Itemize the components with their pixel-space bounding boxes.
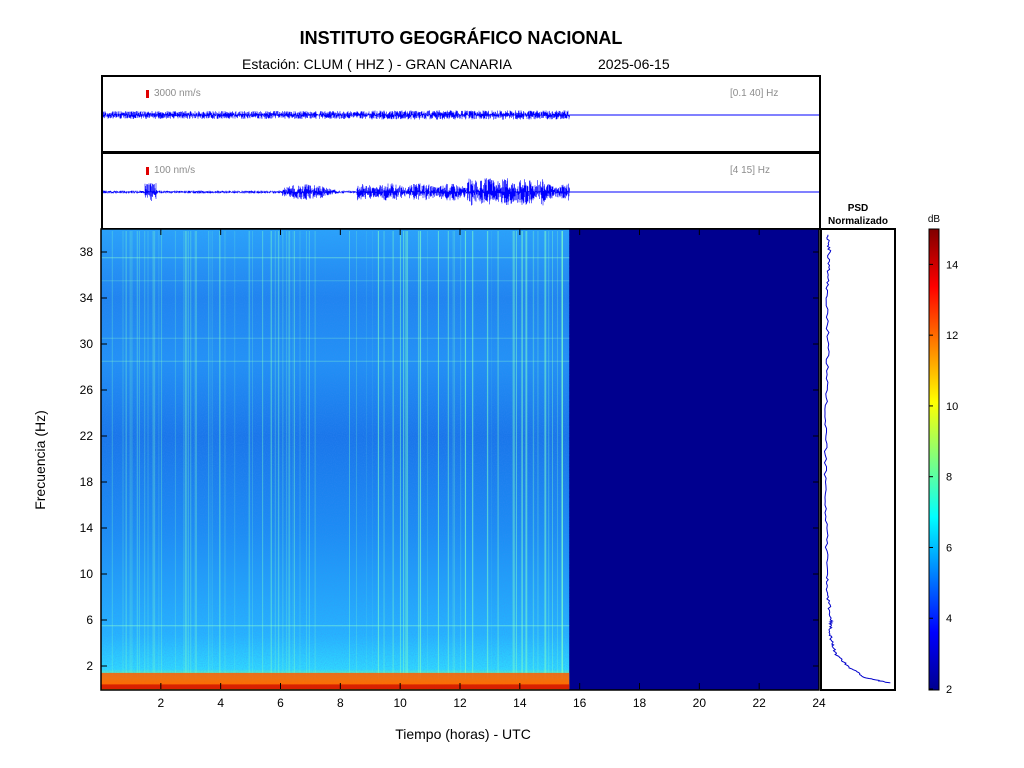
filtered-trace-panel: 100 nm/s [4 15] Hz: [101, 152, 821, 230]
x-tick-label: 16: [573, 696, 587, 710]
colorbar-tick-label: 8: [946, 472, 952, 484]
colorbar-tick-label: 10: [946, 401, 958, 413]
x-tick-label: 14: [513, 696, 527, 710]
filter-band-label: [0.1 40] Hz: [730, 88, 779, 99]
colorbar-tick-label: 12: [946, 330, 958, 342]
broadband-waveform: [103, 110, 819, 120]
x-tick-label: 10: [393, 696, 407, 710]
y-tick-label: 38: [80, 245, 94, 259]
broadband-trace-panel: 3000 nm/s [0.1 40] Hz: [101, 75, 821, 153]
spectrogram-frame: [100, 228, 820, 691]
colorbar-tick-label: 6: [946, 542, 952, 554]
spectrogram-data: [101, 229, 570, 690]
filtered-waveform: [103, 178, 819, 206]
amplitude-scale-bar: [146, 90, 149, 98]
colorbar-tick-label: 14: [946, 259, 958, 271]
low-frequency-band: [101, 672, 570, 689]
station-label: Estación: CLUM ( HHZ ) - GRAN CANARIA: [242, 56, 512, 72]
psd-title: PSD: [848, 203, 869, 214]
amplitude-scale-bar: [146, 167, 149, 175]
y-tick-label: 22: [80, 429, 94, 443]
amplitude-scale-label: 3000 nm/s: [154, 88, 201, 99]
psd-subtitle: Normalizado: [828, 216, 888, 227]
x-tick-label: 20: [693, 696, 707, 710]
y-tick-label: 18: [80, 475, 94, 489]
x-tick-label: 4: [217, 696, 224, 710]
amplitude-scale-label: 100 nm/s: [154, 165, 196, 176]
y-axis-label: Frecuencia (Hz): [32, 410, 48, 510]
x-tick-label: 8: [337, 696, 344, 710]
no-data-region: [101, 229, 819, 690]
x-tick-label: 6: [277, 696, 284, 710]
y-tick-label: 30: [80, 337, 94, 351]
y-tick-label: 6: [86, 613, 93, 627]
x-axis-label: Tiempo (horas) - UTC: [395, 726, 531, 742]
psd-panel: [820, 228, 896, 691]
x-tick-label: 12: [453, 696, 467, 710]
chart-title: INSTITUTO GEOGRÁFICO NACIONAL: [299, 28, 623, 48]
y-tick-label: 26: [80, 383, 94, 397]
low-frequency-band: [101, 684, 570, 689]
y-tick-label: 14: [80, 521, 94, 535]
colorbar: [928, 228, 940, 691]
y-tick-label: 10: [80, 567, 94, 581]
y-tick-label: 2: [86, 659, 93, 673]
y-tick-label: 34: [80, 291, 94, 305]
x-tick-label: 24: [812, 696, 826, 710]
x-tick-label: 18: [633, 696, 647, 710]
x-tick-label: 22: [752, 696, 766, 710]
date-label: 2025-06-15: [598, 56, 670, 72]
spectrogram-texture: [101, 229, 570, 690]
filter-band-label: [4 15] Hz: [730, 165, 771, 176]
x-tick-label: 2: [157, 696, 164, 710]
psd-curve: [823, 234, 891, 684]
colorbar-tick-label: 4: [946, 613, 952, 625]
waveform-trace: [103, 178, 570, 206]
colorbar-unit: dB: [928, 214, 941, 225]
colorbar-tick-label: 2: [946, 684, 952, 696]
waveform-trace: [103, 110, 570, 120]
